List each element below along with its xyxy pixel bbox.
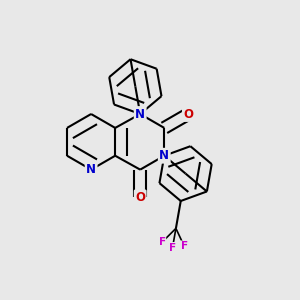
- Text: F: F: [159, 237, 166, 247]
- Text: N: N: [135, 107, 145, 121]
- Text: F: F: [181, 241, 188, 251]
- Text: O: O: [183, 107, 194, 121]
- Text: F: F: [169, 242, 176, 253]
- Text: N: N: [86, 163, 96, 176]
- Text: N: N: [159, 149, 169, 162]
- Text: O: O: [135, 191, 145, 204]
